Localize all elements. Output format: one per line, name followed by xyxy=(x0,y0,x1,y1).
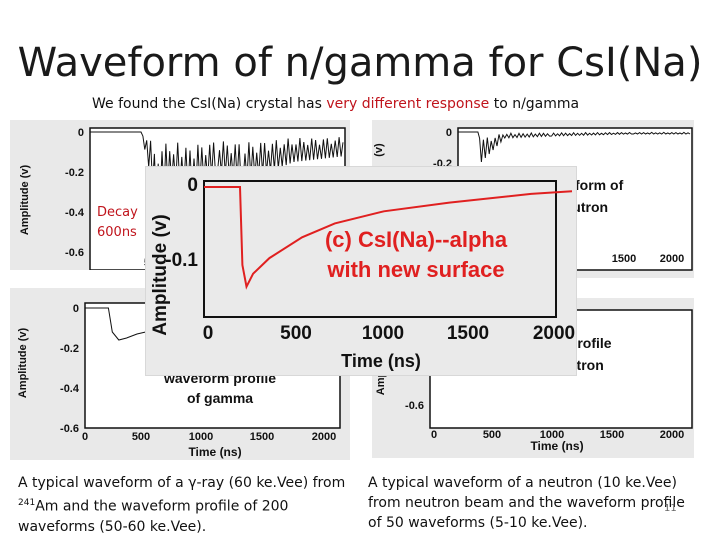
x-tick-label: 2000 xyxy=(660,429,684,441)
caption-left-line3: waveforms (50-60 ke.Vee). xyxy=(18,518,207,535)
y-tick-label: -0.6 xyxy=(65,247,84,259)
page-number: 11 xyxy=(664,503,677,514)
series-line xyxy=(458,131,691,163)
x-tick-label: 2000 xyxy=(660,253,684,265)
alpha-waveform-panel: 0 -0.1 0 500 1000 1500 2000 Amplitude (v) Time (… xyxy=(145,166,577,376)
chart-title: (c) CsI(Na)--alpha xyxy=(325,227,508,252)
x-tick-label: 1500 xyxy=(250,431,274,443)
subtitle-post: to n/gamma xyxy=(489,96,580,112)
y-axis-label: (v) xyxy=(373,143,385,157)
x-tick-label: 0 xyxy=(203,323,214,344)
y-tick-label: -0.1 xyxy=(165,250,198,271)
caption-right-line1: A typical waveform of a neutron (10 ke.V… xyxy=(368,475,677,491)
caption-right-line2: from neutron beam and the waveform profi… xyxy=(368,495,685,511)
x-tick-label: 0 xyxy=(82,431,88,443)
y-tick-label: -0.4 xyxy=(60,383,80,395)
decay-line2: 600ns xyxy=(97,225,137,240)
caption-left: A typical waveform of a γ-ray (60 ke.Vee… xyxy=(18,473,345,537)
y-axis-label: Amplitude (v) xyxy=(19,165,31,236)
x-tick-label: 1500 xyxy=(612,253,636,265)
y-axis-label: Amplitude (v) xyxy=(17,328,29,399)
series-line xyxy=(204,186,573,290)
subtitle-pre: We found the CsI(Na) crystal has xyxy=(92,96,327,112)
caption-left-line1: A typical waveform of a γ-ray (60 ke.Vee… xyxy=(18,475,346,491)
decay-line1: Decay xyxy=(97,205,138,220)
y-tick-label: 0 xyxy=(73,303,79,315)
caption-left-sup: 241 xyxy=(18,498,36,508)
chart-title: with new surface xyxy=(326,257,504,282)
slide-subtitle: We found the CsI(Na) crystal has very di… xyxy=(92,96,579,112)
y-tick-label: -0.6 xyxy=(405,400,424,412)
y-tick-label: 0 xyxy=(446,127,452,139)
chart-annotation: of gamma xyxy=(187,390,253,406)
x-axis-label: Time (ns) xyxy=(530,439,583,453)
x-tick-label: 1000 xyxy=(362,323,404,344)
x-axis-label: Time (ns) xyxy=(341,351,421,371)
plot-frame xyxy=(203,180,557,318)
y-tick-label: 0 xyxy=(78,127,84,139)
y-tick-label: -0.2 xyxy=(60,343,79,355)
x-tick-label: 1000 xyxy=(540,429,564,441)
x-tick-label: 500 xyxy=(483,429,501,441)
x-tick-label: 2000 xyxy=(533,323,575,344)
y-tick-label: -0.2 xyxy=(65,167,84,179)
caption-right: A typical waveform of a neutron (10 ke.V… xyxy=(368,473,685,533)
caption-left-line2: Am and the waveform profile of 200 xyxy=(35,498,289,515)
y-tick-label: -0.6 xyxy=(60,423,79,435)
subtitle-highlight: very different response xyxy=(326,96,490,112)
slide-title: Waveform of n/gamma for CsI(Na) xyxy=(17,40,703,86)
x-tick-label: 2000 xyxy=(312,431,336,443)
x-tick-label: 1000 xyxy=(189,431,213,443)
y-tick-label: 0 xyxy=(187,175,198,196)
x-tick-label: 0 xyxy=(431,429,437,441)
x-axis-label: Time (ns) xyxy=(188,445,241,459)
x-tick-label: 1500 xyxy=(447,323,489,344)
y-axis-label: Amp xyxy=(375,371,387,396)
caption-right-line3: of 50 waveforms (5-10 ke.Vee). xyxy=(368,515,588,531)
x-tick-label: 500 xyxy=(280,323,312,344)
x-tick-label: 500 xyxy=(132,431,150,443)
x-tick-label: 1500 xyxy=(600,429,624,441)
decay-label: Decay 600ns xyxy=(97,203,138,243)
alpha-waveform-chart: 0 -0.1 0 500 1000 1500 2000 Amplitude (v) Time (… xyxy=(150,175,575,371)
y-tick-label: -0.4 xyxy=(65,207,85,219)
y-axis-label: Amplitude (v) xyxy=(150,214,171,335)
